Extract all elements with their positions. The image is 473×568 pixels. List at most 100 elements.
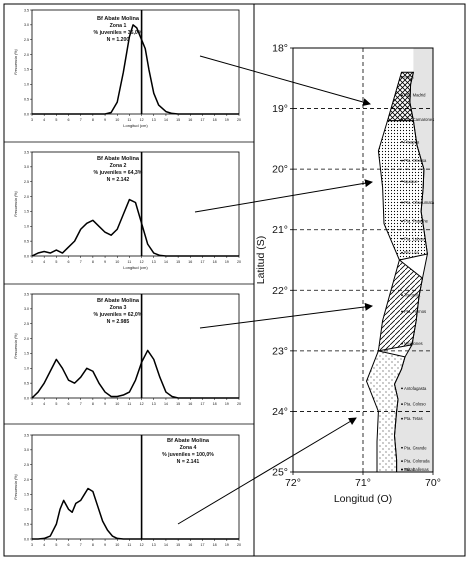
land-area	[394, 48, 433, 472]
x-tick-label: 8	[92, 543, 94, 547]
x-tick-label: 5	[55, 543, 57, 547]
place-marker	[401, 118, 403, 121]
place-marker	[401, 180, 403, 183]
x-tick-label: 17	[200, 118, 204, 122]
x-tick-label: 7	[80, 118, 82, 122]
map-y-axis-label: Latitud (S)	[255, 236, 267, 284]
x-tick-label: 13	[152, 118, 156, 122]
x-tick-label: 4	[43, 402, 45, 406]
y-tick-label: 1.0	[24, 83, 29, 87]
y-tick-label: 2.0	[24, 478, 29, 482]
place-label: Pta. Gruesa	[404, 158, 427, 163]
annotation-line: % juveniles = 64,3%	[94, 170, 143, 176]
place-marker	[401, 387, 403, 390]
lon-tick-label: 70°	[425, 477, 441, 489]
place-label: Antofagasta	[404, 386, 427, 391]
x-tick-label: 7	[80, 260, 82, 264]
x-tick-label: 6	[68, 402, 70, 406]
histogram-zone-4: 3 4 5 6 7 8 9 10 11 12 13 14 15 16 17 18 19 20 0.0 0.5 1.0 1.…	[14, 433, 241, 547]
zone-arrow-3	[199, 302, 373, 329]
x-tick-label: 6	[68, 260, 70, 264]
y-tick-label: 3.5	[24, 433, 29, 437]
x-tick-label: 10	[115, 260, 119, 264]
y-tick-label: 3.0	[24, 23, 29, 27]
place-label: Pta. Camarones	[404, 117, 434, 122]
annotation-line: N = 2.141	[177, 459, 200, 465]
x-tick-label: 10	[115, 118, 119, 122]
x-tick-label: 4	[43, 118, 45, 122]
histogram-panels: 3 4 5 6 7 8 9 10 11 12 13 14 15 16 17 18 19 20 0.0 0.5 1.0 1.…	[14, 8, 241, 547]
y-tick-label: 2.5	[24, 463, 29, 467]
x-tick-label: 16	[188, 118, 192, 122]
zone-arrow-2	[194, 179, 373, 213]
x-tick-label: 4	[43, 260, 45, 264]
x-tick-label: 8	[92, 402, 94, 406]
histogram-zone-1: 3 4 5 6 7 8 9 10 11 12 13 14 15 16 17 18 19 20 0.0 0.5 1.0 1.…	[14, 8, 241, 128]
y-tick-label: 0.5	[24, 381, 29, 385]
place-marker	[401, 294, 403, 297]
lat-tick-label: 24°	[272, 406, 288, 418]
annotation-line: % juveniles = 62,0%	[94, 312, 143, 318]
y-tick-label: 1.0	[24, 367, 29, 371]
x-tick-label: 9	[104, 543, 106, 547]
lat-tick-label: 19°	[272, 103, 288, 115]
place-label: Pta. Lobos	[404, 236, 424, 241]
y-tick-label: 2.0	[24, 53, 29, 57]
zone-arrow-1	[199, 55, 371, 106]
series-line	[32, 487, 239, 540]
x-tick-label: 11	[128, 543, 132, 547]
y-tick-label: 3.5	[24, 8, 29, 12]
x-tick-label: 17	[200, 543, 204, 547]
annotation-line: Zona 2	[110, 163, 127, 169]
y-tick-label: 1.5	[24, 352, 29, 356]
place-marker	[401, 251, 403, 254]
annotation-line: Zona 3	[110, 305, 127, 311]
x-tick-label: 4	[43, 543, 45, 547]
place-marker	[401, 220, 403, 223]
x-tick-label: 5	[55, 402, 57, 406]
x-tick-label: 8	[92, 260, 94, 264]
annotation-line: % juveniles = 36,0%	[94, 30, 143, 36]
plot-area	[31, 9, 240, 115]
place-label: Pta. Coloso	[404, 402, 426, 407]
x-tick-label: 16	[188, 260, 192, 264]
x-tick-label: 7	[80, 543, 82, 547]
place-label: Iquique	[404, 179, 418, 184]
x-tick-label: 12	[140, 543, 144, 547]
x-tick-label: 12	[140, 118, 144, 122]
y-tick-label: 0.0	[24, 112, 29, 116]
y-tick-label: 2.5	[24, 322, 29, 326]
y-tick-label: 1.5	[24, 210, 29, 214]
lat-tick-label: 20°	[272, 164, 288, 176]
annotation-line: Zona 1	[110, 23, 127, 29]
x-tick-label: 3	[31, 260, 33, 264]
y-tick-label: 3.5	[24, 150, 29, 154]
x-tick-label: 8	[92, 118, 94, 122]
y-tick-label: 1.5	[24, 68, 29, 72]
place-marker	[401, 94, 403, 97]
x-tick-label: 15	[176, 402, 180, 406]
annotation-line: N = 1.200	[107, 37, 130, 43]
x-tick-label: 10	[115, 402, 119, 406]
x-tick-label: 20	[237, 402, 241, 406]
series-line	[32, 24, 239, 115]
place-label: Pta. Ballenas	[404, 467, 429, 472]
y-axis-label: Frecuencia (%)	[14, 332, 18, 358]
y-tick-label: 0.5	[24, 97, 29, 101]
y-tick-label: 1.0	[24, 508, 29, 512]
annotation-line: Zona 4	[180, 445, 197, 451]
place-label: Pta. Madrid	[404, 93, 426, 98]
place-label: Río Loa	[404, 250, 419, 255]
x-tick-label: 11	[128, 402, 132, 406]
x-tick-label: 19	[225, 118, 229, 122]
zone-arrow-4	[177, 417, 357, 525]
x-tick-label: 3	[31, 402, 33, 406]
annotation-line: Bf Abate Molina	[97, 298, 140, 304]
y-axis-label: Frecuencia (%)	[14, 190, 18, 216]
place-label: Pta. Colorada	[404, 459, 430, 464]
x-tick-label: 13	[152, 260, 156, 264]
x-tick-label: 11	[128, 260, 132, 264]
plot-area	[31, 151, 240, 257]
